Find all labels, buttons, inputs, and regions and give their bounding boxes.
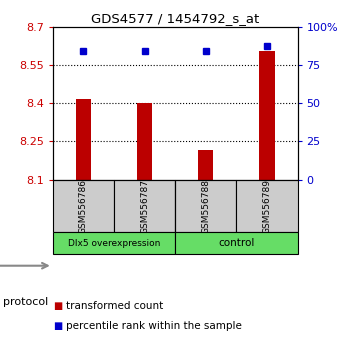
Text: GSM556788: GSM556788: [201, 178, 210, 234]
Text: ■: ■: [53, 301, 62, 311]
Text: GSM556786: GSM556786: [79, 178, 88, 234]
Text: percentile rank within the sample: percentile rank within the sample: [66, 321, 242, 331]
Title: GDS4577 / 1454792_s_at: GDS4577 / 1454792_s_at: [91, 12, 259, 25]
Text: GSM556787: GSM556787: [140, 178, 149, 234]
Bar: [236, 180, 298, 232]
Text: Dlx5 overexpression: Dlx5 overexpression: [68, 239, 160, 247]
Text: GSM556789: GSM556789: [262, 178, 271, 234]
Bar: [175, 232, 298, 254]
Bar: [114, 180, 175, 232]
Bar: [259, 51, 275, 180]
Bar: [198, 150, 214, 180]
Bar: [53, 180, 114, 232]
Bar: [137, 103, 152, 180]
Text: protocol: protocol: [3, 297, 49, 307]
Bar: [53, 232, 175, 254]
Text: control: control: [218, 238, 254, 248]
Bar: [175, 180, 236, 232]
Text: ■: ■: [53, 321, 62, 331]
Text: transformed count: transformed count: [66, 301, 164, 311]
Bar: [75, 99, 91, 180]
